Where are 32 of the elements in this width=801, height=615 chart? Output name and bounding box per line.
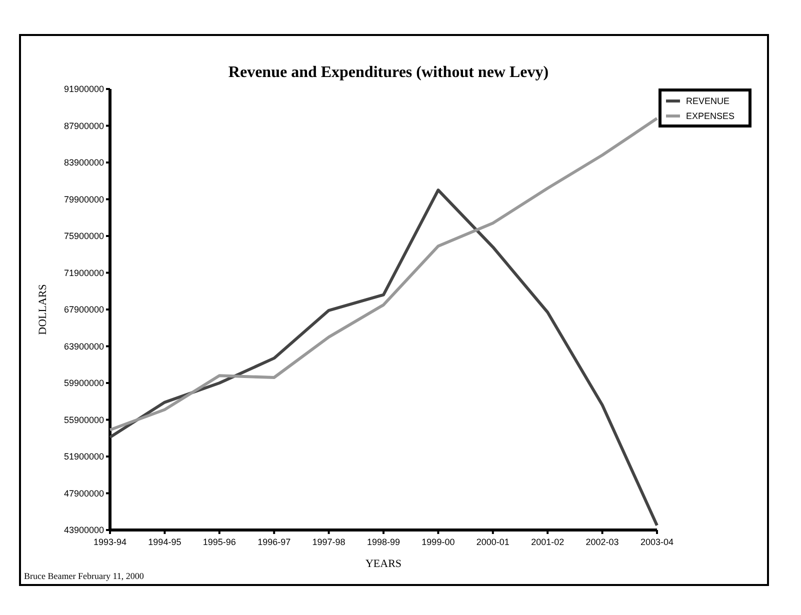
y-axis-title: DOLLARS [37,284,49,335]
x-axis-title: YEARS [365,558,402,570]
x-tick-label: 2003-04 [640,537,674,547]
y-tick-label: 55900000 [64,414,104,425]
y-tick-label: 91900000 [64,84,104,94]
x-tick-label: 2001-02 [531,537,564,547]
line-series [108,188,658,527]
x-tick-label: 1993-94 [93,537,127,547]
x-tick-label: 1998-99 [366,537,400,547]
y-tick-label: 59900000 [64,378,104,388]
y-tick-label: 87900000 [64,120,104,131]
y-tick-label: 83900000 [64,158,104,168]
x-tick-label: 1999-00 [422,537,455,547]
y-tick-label: 67900000 [64,304,104,315]
x-tick-label: 1994-95 [148,537,182,547]
x-tick-label: 1996-97 [258,537,291,547]
line-series [108,116,658,432]
y-tick-label: 79900000 [64,194,104,204]
chart-title: Revenue and Expenditures (without new Levy) [228,64,549,81]
y-tick-label: 71900000 [64,268,104,278]
text: Bruce Beamer February 11, 2000 [24,571,144,581]
x-tick-label: 2000-01 [476,537,510,547]
legend-label: REVENUE [686,96,730,106]
y-tick-label: 43900000 [64,525,104,536]
y-tick-label: 47900000 [64,488,104,498]
x-tick-label: 2002-03 [586,537,619,547]
legend-label: EXPENSES [686,111,735,122]
y-tick-label: 63900000 [64,341,104,352]
x-tick-label: 1995-96 [202,537,236,547]
x-tick-label: 1997-98 [312,537,346,547]
y-tick-label: 51900000 [64,452,104,462]
y-tick-label: 75900000 [64,231,104,242]
